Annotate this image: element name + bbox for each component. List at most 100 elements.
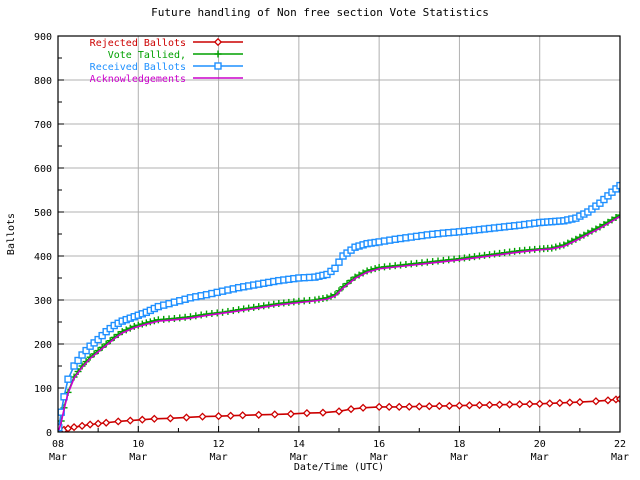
data-point-marker <box>102 418 111 427</box>
data-point-marker <box>395 402 404 412</box>
data-point-marker <box>465 401 474 410</box>
y-tick-label: 900 <box>34 32 52 43</box>
series-acknowledgements <box>58 215 620 431</box>
legend-label-3: Received Ballots <box>90 62 186 73</box>
data-point-marker <box>405 402 414 411</box>
data-point-marker <box>94 419 103 428</box>
x-tick-label-day: 22 <box>614 439 626 450</box>
data-point-marker <box>69 423 79 432</box>
data-point-marker <box>616 181 620 190</box>
data-point-marker <box>425 402 434 411</box>
x-tick-label-month: Mar <box>49 452 67 463</box>
series-layer <box>58 181 620 432</box>
data-point-marker <box>505 400 514 409</box>
gridlines <box>58 36 620 432</box>
data-point-marker <box>415 402 424 411</box>
chart-title: Future handling of Non free section Vote… <box>151 6 489 19</box>
data-point-marker <box>270 410 279 419</box>
data-point-marker <box>485 400 494 410</box>
data-point-marker <box>435 401 444 411</box>
x-tick-label-month: Mar <box>129 452 147 463</box>
x-axis-ticks: 08 Mar 10 Mar 12 Mar 14 Mar 16 Mar 18 Mar 20 Mar 22 Mar <box>49 426 629 463</box>
data-point-marker <box>254 410 263 419</box>
x-tick-label-day: 12 <box>213 439 225 450</box>
y-tick-label: 400 <box>34 252 52 263</box>
data-point-marker <box>545 399 554 408</box>
data-point-marker <box>575 397 584 407</box>
data-point-marker <box>98 331 106 340</box>
x-tick-label-month: Mar <box>290 452 308 463</box>
data-point-marker <box>198 412 207 421</box>
data-point-marker <box>318 408 328 417</box>
data-point-marker <box>150 414 159 423</box>
y-tick-label: 300 <box>34 296 52 307</box>
data-point-marker <box>334 407 344 416</box>
data-point-marker <box>214 62 222 70</box>
data-point-marker <box>214 412 223 421</box>
data-point-marker <box>525 399 534 409</box>
data-point-marker <box>331 264 339 273</box>
data-point-marker <box>603 396 613 405</box>
x-axis-title: Date/Time (UTC) <box>294 462 384 473</box>
x-tick-label-month: Mar <box>210 452 228 463</box>
data-point-marker <box>555 398 564 408</box>
data-point-marker <box>335 258 343 266</box>
legend-label-1: Rejected Ballots <box>90 38 186 49</box>
series-line <box>58 215 620 431</box>
series-received-ballots <box>58 181 620 432</box>
data-point-marker <box>138 415 147 424</box>
y-tick-label: 100 <box>34 384 52 395</box>
x-tick-label-month: Mar <box>611 452 629 463</box>
x-tick-label-day: 14 <box>293 439 305 450</box>
data-point-marker <box>70 362 78 370</box>
x-tick-label-month: Mar <box>450 452 468 463</box>
data-point-marker <box>126 416 135 425</box>
data-point-marker <box>565 398 574 407</box>
plot-frame <box>57 35 621 433</box>
data-point-marker <box>455 401 464 410</box>
data-point-marker <box>375 402 384 412</box>
data-point-marker <box>64 375 72 383</box>
data-point-marker <box>94 335 102 344</box>
x-tick-label-day: 08 <box>52 439 64 450</box>
x-tick-label-day: 20 <box>534 439 546 450</box>
data-point-marker <box>166 414 175 423</box>
data-point-marker <box>82 346 90 355</box>
legend-label-4: Acknowledgements <box>90 74 186 85</box>
y-axis-title: Ballots <box>6 213 17 255</box>
data-point-marker <box>302 408 312 418</box>
data-point-marker <box>78 351 86 359</box>
data-point-marker <box>74 356 82 365</box>
data-point-marker <box>475 401 484 410</box>
x-tick-label-month: Mar <box>531 452 549 463</box>
data-point-marker <box>358 403 368 412</box>
x-tick-label-day: 10 <box>132 439 144 450</box>
data-point-marker <box>615 394 620 404</box>
data-point-marker <box>346 405 356 414</box>
data-point-marker <box>515 400 524 409</box>
data-point-marker <box>591 397 601 406</box>
y-tick-label: 800 <box>34 76 52 87</box>
x-tick-label-month: Mar <box>370 452 388 463</box>
x-tick-label-day: 16 <box>373 439 385 450</box>
y-tick-label: 200 <box>34 340 52 351</box>
data-point-marker <box>77 421 87 430</box>
x-tick-label-day: 18 <box>453 439 465 450</box>
series-rejected-ballots <box>58 394 620 432</box>
data-point-marker <box>114 417 123 426</box>
data-point-marker <box>495 400 504 409</box>
data-point-marker <box>213 37 223 47</box>
y-tick-label: 500 <box>34 208 52 219</box>
data-point-marker <box>85 420 95 429</box>
data-point-marker <box>238 411 247 420</box>
data-point-marker <box>182 413 191 422</box>
data-point-marker <box>445 401 454 410</box>
y-tick-label: 0 <box>46 428 52 439</box>
data-point-marker <box>286 409 295 419</box>
data-point-marker <box>535 399 544 408</box>
data-point-marker <box>226 411 235 420</box>
legend-label-2: Vote Tallied, <box>108 50 186 61</box>
